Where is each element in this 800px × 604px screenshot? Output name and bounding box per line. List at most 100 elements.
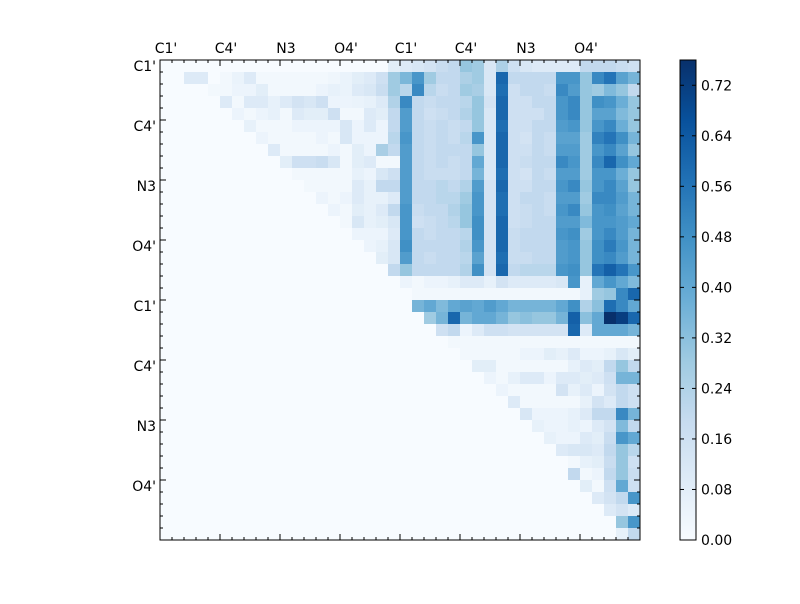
heatmap-cell	[568, 264, 581, 277]
heatmap-cell	[544, 504, 557, 517]
heatmap-cell	[544, 480, 557, 493]
heatmap-cell	[340, 120, 353, 133]
heatmap-cell	[160, 96, 173, 109]
heatmap-cell	[340, 180, 353, 193]
heatmap-cell	[364, 420, 377, 433]
heatmap-cell	[424, 84, 437, 97]
heatmap-cell	[196, 396, 209, 409]
heatmap-cell	[268, 252, 281, 265]
heatmap-cell	[220, 168, 233, 181]
heatmap-cell	[544, 324, 557, 337]
heatmap-cell	[316, 360, 329, 373]
heatmap-cell	[412, 372, 425, 385]
heatmap-cell	[172, 324, 185, 337]
heatmap-cell	[424, 456, 437, 469]
heatmap-cell	[520, 60, 533, 73]
heatmap-cell	[460, 216, 473, 229]
heatmap-cell	[292, 72, 305, 85]
heatmap-cell	[616, 132, 629, 145]
heatmap-cell	[484, 228, 497, 241]
heatmap-cell	[388, 456, 401, 469]
heatmap-cell	[280, 108, 293, 121]
heatmap-cell	[160, 492, 173, 505]
heatmap-cell	[256, 276, 269, 289]
heatmap-cell	[520, 84, 533, 97]
heatmap-cell	[220, 372, 233, 385]
x-tick-label: C1'	[155, 41, 178, 57]
heatmap-cell	[328, 228, 341, 241]
heatmap-cell	[232, 408, 245, 421]
heatmap-cell	[364, 336, 377, 349]
heatmap-cell	[472, 444, 485, 457]
heatmap-cell	[340, 396, 353, 409]
heatmap-cell	[508, 348, 521, 361]
heatmap-cell	[208, 444, 221, 457]
heatmap-cell	[292, 300, 305, 313]
heatmap-cell	[556, 120, 569, 133]
heatmap-cell	[436, 168, 449, 181]
heatmap-cell	[364, 348, 377, 361]
heatmap-cell	[412, 408, 425, 421]
heatmap-cell	[544, 60, 557, 73]
heatmap-cell	[388, 72, 401, 85]
heatmap-cell	[532, 456, 545, 469]
heatmap-cell	[244, 108, 257, 121]
heatmap-cell	[208, 60, 221, 73]
heatmap-cell	[280, 408, 293, 421]
heatmap-cell	[484, 324, 497, 337]
heatmap-cell	[292, 492, 305, 505]
heatmap-cell	[208, 216, 221, 229]
heatmap-cell	[316, 108, 329, 121]
heatmap-cell	[520, 396, 533, 409]
heatmap-cell	[484, 144, 497, 157]
heatmap-cell	[280, 312, 293, 325]
heatmap-cell	[184, 156, 197, 169]
heatmap-cell	[520, 492, 533, 505]
heatmap-cell	[508, 420, 521, 433]
heatmap-cell	[592, 84, 605, 97]
heatmap-cell	[520, 432, 533, 445]
heatmap-cell	[268, 192, 281, 205]
heatmap-cell	[268, 432, 281, 445]
heatmap-cell	[328, 420, 341, 433]
heatmap-cell	[232, 96, 245, 109]
heatmap-cell	[256, 516, 269, 529]
heatmap-cell	[580, 324, 593, 337]
heatmap-cell	[580, 456, 593, 469]
heatmap-cell	[220, 456, 233, 469]
heatmap-cell	[544, 372, 557, 385]
heatmap-cell	[532, 288, 545, 301]
heatmap-cell	[628, 288, 641, 301]
heatmap-cell	[592, 216, 605, 229]
heatmap-cell	[424, 504, 437, 517]
heatmap-cell	[340, 480, 353, 493]
heatmap-cell	[196, 444, 209, 457]
heatmap-cell	[244, 348, 257, 361]
colorbar-tick-label: 0.40	[701, 280, 732, 296]
heatmap-cell	[352, 396, 365, 409]
heatmap-cell	[556, 252, 569, 265]
heatmap-cell	[592, 156, 605, 169]
heatmap-cell	[232, 264, 245, 277]
heatmap-cell	[556, 468, 569, 481]
heatmap-cell	[604, 456, 617, 469]
heatmap-cell	[556, 228, 569, 241]
heatmap-cell	[568, 456, 581, 469]
heatmap-cell	[304, 372, 317, 385]
heatmap-cell	[556, 204, 569, 217]
heatmap-cell	[400, 480, 413, 493]
heatmap-cell	[220, 120, 233, 133]
colorbar-tick-label: 0.72	[701, 78, 732, 94]
heatmap-cell	[244, 444, 257, 457]
heatmap-cell	[568, 144, 581, 157]
heatmap-cell	[544, 156, 557, 169]
heatmap-cell	[184, 336, 197, 349]
heatmap-cell	[292, 144, 305, 157]
heatmap-cell	[304, 468, 317, 481]
heatmap-cell	[568, 204, 581, 217]
heatmap-cell	[436, 96, 449, 109]
heatmap-cell	[508, 96, 521, 109]
heatmap-cell	[364, 144, 377, 157]
heatmap-cell	[532, 132, 545, 145]
heatmap-cell	[508, 72, 521, 85]
